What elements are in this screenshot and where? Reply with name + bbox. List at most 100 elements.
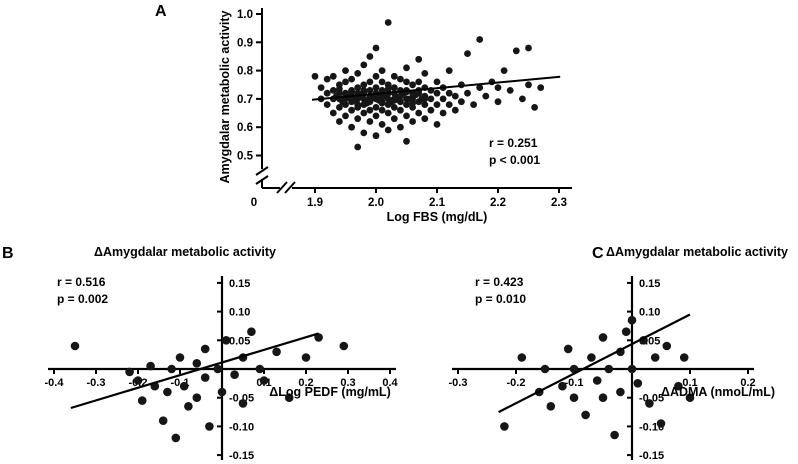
data-point bbox=[433, 121, 441, 128]
data-point bbox=[470, 101, 477, 108]
data-point bbox=[329, 87, 337, 94]
data-point bbox=[284, 393, 294, 402]
data-point bbox=[378, 106, 386, 114]
tick-label: 1.0 bbox=[237, 9, 253, 21]
data-point bbox=[378, 67, 386, 74]
data-point bbox=[415, 55, 423, 63]
data-point bbox=[427, 95, 435, 103]
data-point bbox=[384, 126, 392, 134]
data-point bbox=[372, 112, 380, 120]
data-point bbox=[451, 106, 459, 114]
data-point bbox=[403, 137, 410, 145]
data-point bbox=[348, 123, 355, 131]
panel-b-scatter-plot: -0.4-0.3-0.2-0.10.10.20.30.40.150.100.05… bbox=[45, 276, 399, 462]
data-point bbox=[598, 393, 608, 402]
axis-break-mark bbox=[284, 181, 296, 194]
panel-c-p-value: p = 0.010 bbox=[475, 291, 527, 306]
tick-label: -0.3 bbox=[449, 377, 468, 389]
tick-label: 0.10 bbox=[639, 307, 660, 319]
panel-b-r-value: r = 0.516 bbox=[57, 275, 106, 289]
data-point bbox=[494, 84, 502, 91]
data-point bbox=[339, 341, 349, 351]
data-point bbox=[445, 101, 453, 108]
data-point bbox=[360, 87, 368, 94]
data-point bbox=[397, 106, 404, 114]
tick-label: 0.3 bbox=[340, 377, 355, 389]
tick-label: 0.7 bbox=[237, 94, 253, 106]
data-point bbox=[662, 341, 672, 351]
tick-label: 0.2 bbox=[740, 377, 755, 389]
tick-label: 0.5 bbox=[237, 151, 254, 163]
data-point bbox=[354, 143, 362, 151]
data-point bbox=[366, 95, 374, 103]
data-point bbox=[390, 115, 398, 123]
tick-label: 0.1 bbox=[682, 377, 697, 389]
data-point bbox=[421, 115, 429, 123]
tick-label: -0.10 bbox=[229, 421, 254, 433]
data-point bbox=[494, 98, 502, 106]
data-point bbox=[558, 381, 567, 391]
data-point bbox=[360, 81, 368, 89]
data-point bbox=[205, 422, 214, 431]
panel-b-title: ΔAmygdalar metabolic activity bbox=[94, 245, 276, 259]
data-point bbox=[674, 381, 683, 391]
data-point bbox=[512, 47, 520, 55]
data-point bbox=[563, 344, 573, 354]
panel-a-y-axis-title: Amygdalar metabolic activity bbox=[218, 10, 232, 184]
tick-label: 1.9 bbox=[307, 197, 323, 209]
data-point bbox=[679, 353, 689, 362]
tick-label: 0.15 bbox=[229, 278, 250, 290]
panel-c-title: ΔAmygdalar metabolic activity bbox=[606, 245, 788, 259]
data-point bbox=[348, 106, 355, 114]
data-point bbox=[409, 81, 416, 89]
tick-label: 2.1 bbox=[429, 197, 446, 209]
data-point bbox=[301, 353, 311, 362]
data-point bbox=[390, 84, 398, 91]
data-point bbox=[384, 109, 392, 117]
trend-line bbox=[498, 313, 691, 414]
data-point bbox=[525, 44, 532, 52]
tick-label: 0.9 bbox=[237, 37, 253, 49]
panel-b-annotation: r = 0.516 p = 0.002 bbox=[57, 274, 108, 308]
data-point bbox=[403, 101, 410, 108]
data-point bbox=[445, 89, 453, 97]
panel-c-scatter-plot: -0.3 -0.2 -0.1 0.1 0.20.150.100.05-0.05-0.10… bbox=[449, 276, 756, 462]
data-point bbox=[537, 84, 545, 91]
data-point bbox=[581, 410, 590, 420]
data-point bbox=[200, 344, 210, 354]
data-point bbox=[540, 364, 550, 374]
data-point bbox=[592, 376, 602, 385]
data-point bbox=[372, 72, 380, 80]
data-point bbox=[415, 78, 423, 86]
panel-a-annotation: r = 0.251 p < 0.001 bbox=[489, 135, 540, 169]
data-point bbox=[627, 315, 637, 325]
data-point bbox=[348, 75, 355, 83]
data-point bbox=[317, 84, 325, 91]
panel-c-x-axis-title: ΔADMA (nmoL/mL) bbox=[660, 385, 776, 399]
data-point bbox=[323, 89, 331, 97]
data-point bbox=[137, 396, 147, 405]
data-point bbox=[372, 132, 380, 140]
data-point bbox=[403, 112, 410, 120]
tick-label: 0.2 bbox=[298, 377, 313, 389]
data-point bbox=[314, 333, 323, 342]
data-point bbox=[397, 75, 404, 83]
data-point bbox=[451, 92, 459, 100]
data-point bbox=[627, 364, 637, 374]
tick-label: 0.05 bbox=[229, 335, 250, 347]
data-point bbox=[464, 50, 471, 57]
data-point bbox=[421, 70, 429, 77]
data-point bbox=[192, 359, 202, 368]
data-point bbox=[384, 19, 392, 26]
data-point bbox=[167, 364, 176, 374]
data-point bbox=[409, 99, 416, 107]
data-point bbox=[342, 78, 349, 86]
data-point bbox=[360, 129, 368, 137]
data-point bbox=[476, 84, 484, 91]
data-point bbox=[445, 67, 453, 74]
data-point bbox=[184, 402, 193, 411]
data-point bbox=[378, 99, 386, 107]
data-point bbox=[656, 419, 666, 428]
tick-label: -0.1 bbox=[565, 377, 584, 389]
